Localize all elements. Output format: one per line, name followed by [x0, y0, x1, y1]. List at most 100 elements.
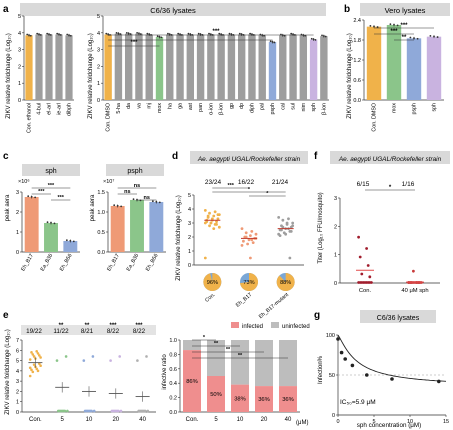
f-xlabel-0: Con.: [359, 288, 372, 294]
a-right-ytick-label-5: 5: [97, 14, 100, 20]
a-right-dot-10-0: [208, 32, 210, 35]
c-1-sig-0: ns: [134, 183, 140, 189]
b-bar-2: [406, 38, 422, 100]
b-dot-1-1: [393, 23, 395, 26]
b-xlabel-3: sph: [432, 103, 438, 112]
a-left-dot-2-0: [46, 32, 49, 35]
ylabel-e: ZIKV relative foldchange (Log₁₀): [5, 329, 11, 415]
g-xtick-label-2: 10: [407, 419, 413, 425]
d-ytick-label-4: 4: [188, 207, 191, 213]
ratio-f-0: 6/15: [357, 181, 370, 188]
d-pie-slice-1: [240, 273, 258, 291]
b-dot-1-0: [389, 23, 392, 26]
a-left-ytick-label-3: 3: [18, 48, 21, 54]
d-point-0-13: [208, 224, 211, 228]
panel-letter-f: f: [314, 151, 318, 162]
d-ytick-label-2: 2: [188, 235, 191, 241]
a-right-bar-2: [124, 33, 133, 100]
e-point-0-4: [30, 351, 33, 354]
title-c-left: sph: [45, 168, 56, 175]
b-dot-3-2: [436, 36, 439, 38]
a-right-xlabel-15: pal: [260, 103, 266, 110]
d-point-2-13: [281, 225, 285, 229]
a-right-dot-3-2: [139, 33, 142, 35]
b-dot-2-0: [409, 36, 412, 39]
e-stack-xlabel-4: 40: [285, 417, 292, 423]
a-left-bar-0: [25, 35, 33, 100]
e-point-2-7: [87, 409, 91, 413]
f-point-0-7: [370, 281, 373, 284]
d-ytick-label-0: 0: [188, 263, 191, 269]
c-left-ytick-label-1: 1: [16, 230, 19, 236]
d-point-0-4: [212, 214, 216, 218]
a-right-dot-12-0: [228, 32, 231, 35]
e-point-0-17: [31, 370, 35, 374]
c-left-dot-0-0: [27, 195, 30, 198]
f-point-0-8: [363, 281, 367, 284]
d-point-1-2: [244, 231, 248, 235]
c-right-dot-0-2: [120, 205, 123, 208]
a-right-dot-1-0: [115, 31, 118, 34]
e-point-1-0: [55, 359, 59, 362]
e-point-2-5: [92, 409, 96, 413]
a-right-dot-13-0: [238, 32, 241, 35]
d-point-2-18: [284, 232, 288, 236]
b-xlabel-2: psph: [412, 103, 418, 115]
e-point-1-7: [60, 409, 64, 413]
e-ytick-label-1: 1: [16, 400, 19, 406]
a-right-bar-18: [289, 34, 297, 101]
a-right-dot-14-0: [249, 32, 252, 35]
a-left-dot-2-1: [48, 33, 50, 36]
a-right-xlabel-19: nim: [301, 102, 307, 111]
b-ytick-label-2: 1.2: [353, 58, 361, 64]
d-point-2-0: [277, 216, 281, 219]
e-stack-label-0: 86%: [186, 379, 198, 385]
header-f: Ae. aegypti UGAL/Rockefeller strain: [338, 156, 442, 163]
ratio-d-0: 23/24: [205, 179, 222, 186]
b-dot-2-2: [416, 37, 419, 40]
d-sig-0: ***: [227, 183, 234, 189]
d-point-0-9: [215, 220, 218, 224]
g-point-6: [437, 379, 441, 384]
e-point-4-8: [138, 409, 142, 413]
a-left-xlabel-3: ie-arl: [57, 103, 63, 115]
a-right-bar-15: [258, 35, 266, 100]
e-point-1-1: [64, 355, 68, 358]
d-point-0-16: [206, 214, 210, 218]
a-left-dot-3-0: [56, 32, 59, 35]
a-left-dot-0-2: [29, 34, 32, 37]
d-point-0-0: [203, 209, 207, 212]
d-point-1-1: [250, 230, 254, 233]
c-left-dot-1-2: [53, 222, 56, 225]
a-left-ytick-label-5: 5: [18, 14, 21, 20]
b-dot-0-1: [373, 25, 375, 28]
d-point-2-3: [291, 221, 295, 225]
a-right-bar-10: [207, 34, 215, 101]
a-left-xlabel-0: Con. ethanol: [27, 103, 33, 133]
a-right-bar-1: [114, 33, 123, 100]
a-right-bar-21: [320, 36, 328, 100]
f-point-0-11: [358, 255, 362, 259]
a-right-dot-11-0: [218, 32, 221, 35]
header-b-bg: [360, 3, 450, 16]
header-f-bg: [330, 151, 450, 164]
stack-x-unit: (μM): [296, 420, 308, 426]
e-stack-ytick-label-2: 0.4: [169, 381, 177, 387]
panel-letter-g: g: [314, 310, 320, 321]
g-xtick-label-3: 15: [443, 419, 449, 425]
d-point-1-15: [249, 256, 252, 260]
a-right-dot-3-1: [138, 32, 140, 35]
a-left-dot-1-2: [39, 33, 42, 36]
a-right-xlabel-16: psph: [270, 103, 276, 115]
a-right-xlabel-9: pan: [198, 103, 204, 112]
d-point-1-0: [240, 227, 244, 231]
a-right-ytick-label-2: 2: [97, 64, 100, 70]
e-stack-ytick-label-3: 0.6: [169, 367, 177, 373]
c-right-ytick-label-3: 1.5: [97, 190, 105, 196]
a-right-xlabel-18: sul: [291, 103, 297, 110]
c-right-bar-2: [149, 202, 164, 252]
a-left-bar-1: [35, 34, 43, 101]
d-point-0-19: [205, 220, 209, 224]
e-stack-sig-1: **: [214, 341, 219, 347]
